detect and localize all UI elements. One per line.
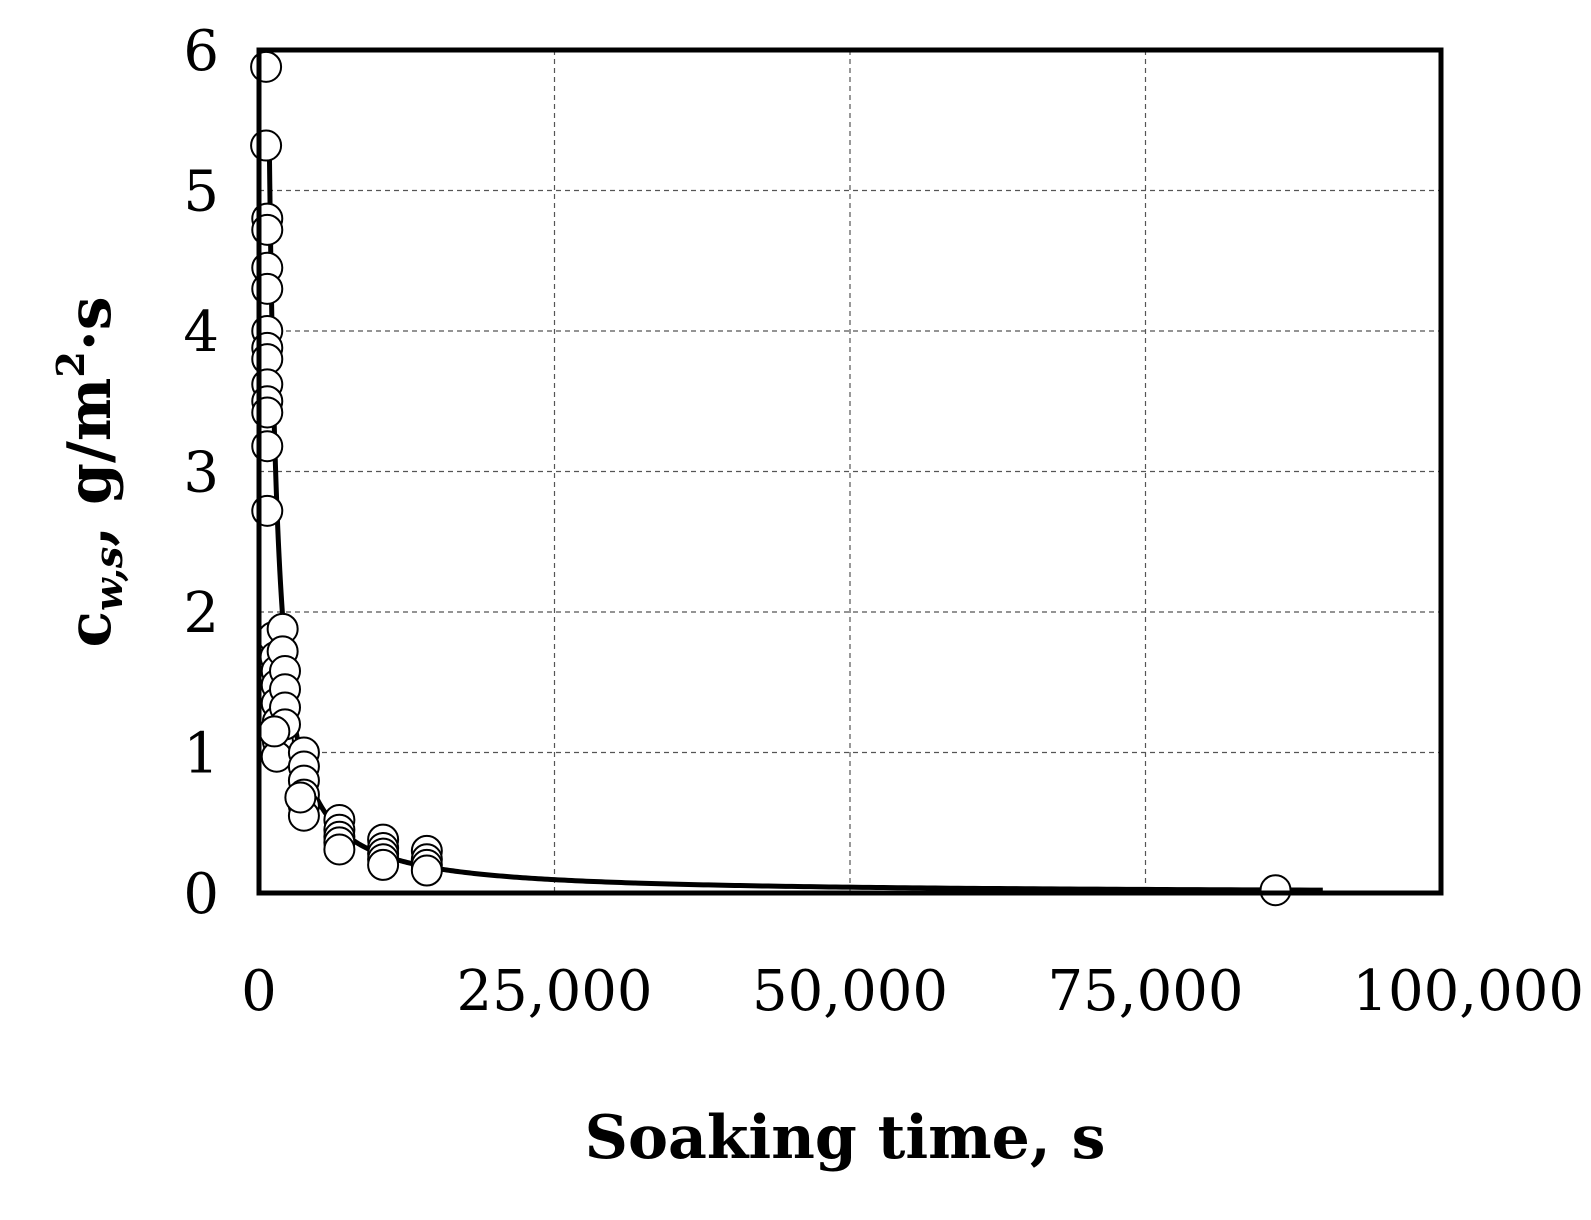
y-axis-title-superscript: 2 <box>48 351 93 377</box>
y-axis-title-symbol: c <box>55 611 125 648</box>
y-tick-label: 5 <box>183 160 219 225</box>
x-tick-label: 0 <box>241 959 277 1024</box>
data-points <box>250 50 1292 907</box>
data-point <box>410 854 443 887</box>
y-axis-title-comma: , <box>55 526 125 547</box>
gridlines <box>259 50 1441 893</box>
y-axis-title-tail: ·s <box>55 296 125 351</box>
plot-frame <box>256 47 1444 896</box>
fit-curve-layer <box>260 152 1323 893</box>
y-axis-title: cw,s, g/m2·s <box>48 296 131 647</box>
y-tick-label: 4 <box>183 300 219 365</box>
x-tick-labels: 0 25,000 50,000 75,000 100,000 <box>241 959 1584 1024</box>
x-tick-label: 50,000 <box>752 959 948 1024</box>
x-tick-label: 100,000 <box>1352 959 1584 1024</box>
data-point <box>323 833 356 866</box>
fit-curve <box>260 152 1323 893</box>
y-tick-label: 0 <box>183 862 219 927</box>
y-tick-label: 6 <box>183 19 219 84</box>
x-axis-title: Soaking time, s <box>585 1103 1106 1173</box>
y-axis-title-subscript: w,s <box>86 547 131 611</box>
data-point <box>284 781 317 814</box>
data-point <box>367 848 400 881</box>
data-point <box>1259 874 1292 907</box>
y-axis-title-unit: g/m <box>55 378 125 526</box>
y-tick-label: 2 <box>183 581 219 646</box>
y-tick-label: 3 <box>183 441 219 506</box>
y-tick-labels: 0 1 2 3 4 5 6 <box>183 19 219 927</box>
x-tick-label: 25,000 <box>457 959 653 1024</box>
y-tick-label: 1 <box>183 722 219 787</box>
data-point <box>258 715 291 748</box>
data-point <box>250 129 283 162</box>
data-point <box>250 50 283 83</box>
x-tick-label: 75,000 <box>1048 959 1244 1024</box>
